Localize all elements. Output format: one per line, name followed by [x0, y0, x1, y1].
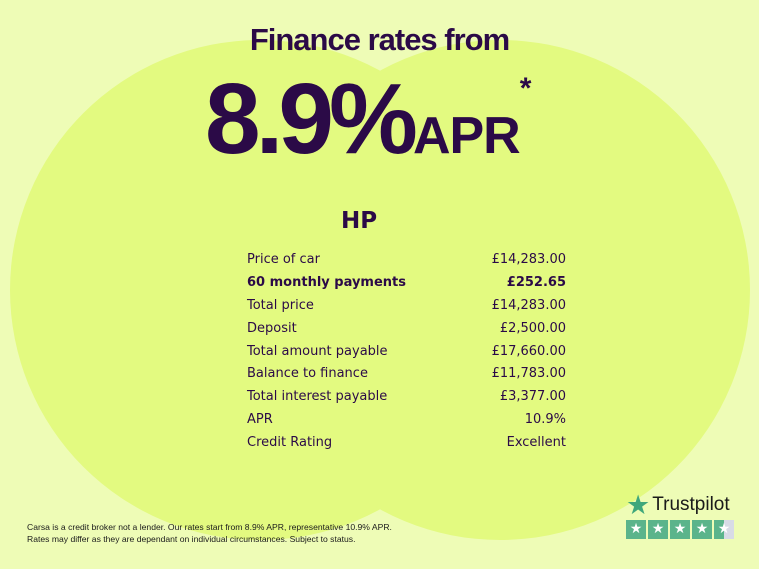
trustpilot-badge: ★ Trustpilot ★ ★ ★ ★ ★: [626, 490, 734, 539]
trustpilot-name: Trustpilot: [652, 494, 730, 515]
row-value: £14,283.00: [491, 251, 566, 267]
table-row: 60 monthly payments £252.65: [242, 271, 571, 294]
trustpilot-star-icon: ★: [626, 490, 651, 520]
table-row: Total interest payable £3,377.00: [242, 385, 571, 408]
table-row: Deposit £2,500.00: [242, 317, 571, 340]
row-label: APR: [247, 412, 273, 428]
row-label: Credit Rating: [247, 435, 333, 451]
row-label: Total amount payable: [247, 343, 388, 359]
row-value: £11,783.00: [491, 366, 566, 382]
row-value: £14,283.00: [491, 297, 566, 313]
headline: Finance rates from: [249, 22, 510, 57]
rating-star-icon: ★: [626, 520, 646, 539]
rating-star-icon: ★: [670, 520, 690, 539]
row-value: Excellent: [506, 435, 566, 451]
finance-table: Price of car £14,283.00 60 monthly payment…: [242, 248, 571, 454]
rate-display: 8.9%APR*: [205, 62, 531, 177]
row-value: £17,660.00: [491, 343, 566, 359]
table-row: Credit Rating Excellent: [242, 431, 571, 454]
row-label: Total interest payable: [247, 389, 388, 405]
row-label: Total price: [247, 297, 314, 313]
table-row: APR 10.9%: [242, 408, 571, 431]
disclaimer-line-1: Carsa is a credit broker not a lender. O…: [27, 522, 392, 532]
table-row: Total price £14,283.00: [242, 294, 571, 317]
rate-value: 8.9%: [205, 63, 418, 175]
row-value: 10.9%: [524, 412, 566, 428]
disclaimer: Carsa is a credit broker not a lender. O…: [27, 521, 392, 545]
row-label: 60 monthly payments: [247, 274, 406, 290]
rate-asterisk: *: [519, 72, 532, 105]
row-value: £2,500.00: [499, 320, 566, 336]
rating-star-icon: ★: [648, 520, 668, 539]
disclaimer-line-2: Rates may differ as they are dependant o…: [27, 534, 356, 544]
row-label: Balance to finance: [247, 366, 368, 382]
rating-star-icon: ★: [692, 520, 712, 539]
trustpilot-rating: ★ ★ ★ ★ ★: [626, 520, 734, 539]
row-label: Deposit: [247, 320, 297, 336]
row-label: Price of car: [247, 251, 320, 267]
table-row: Total amount payable £17,660.00: [242, 340, 571, 363]
rating-star-icon: ★: [714, 520, 734, 539]
row-value: £252.65: [506, 274, 566, 290]
rate-suffix: APR: [412, 107, 521, 165]
product-title: HP: [341, 208, 378, 234]
table-row: Price of car £14,283.00: [242, 248, 571, 271]
row-value: £3,377.00: [499, 389, 566, 405]
background-circle-right: [250, 40, 750, 540]
table-row: Balance to finance £11,783.00: [242, 362, 571, 385]
